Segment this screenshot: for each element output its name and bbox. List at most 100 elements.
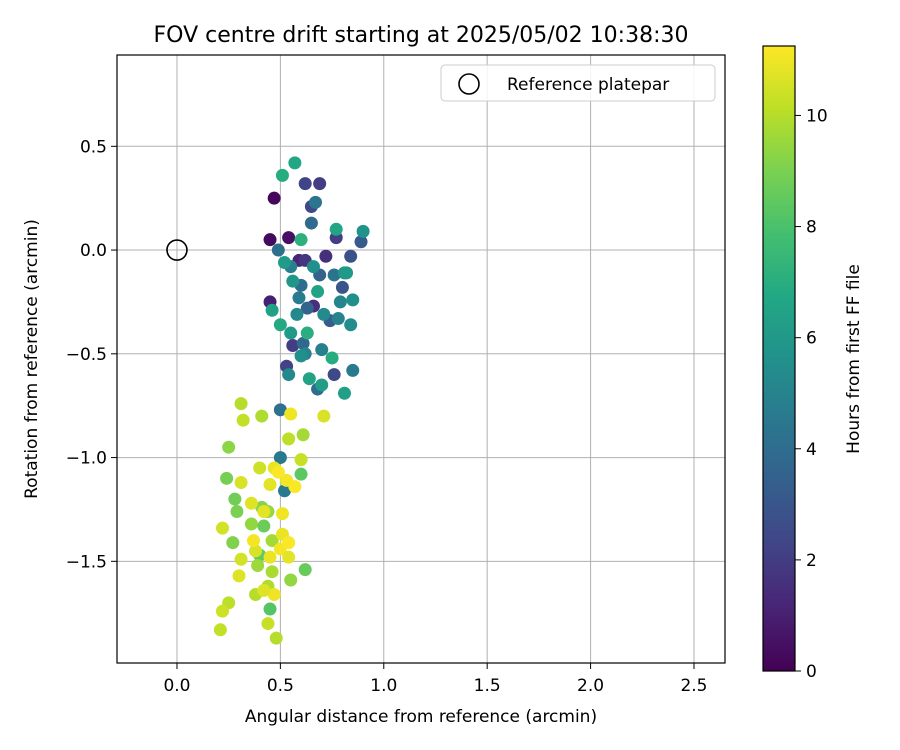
scatter-point: [344, 318, 358, 332]
x-axis-label: Angular distance from reference (arcmin): [245, 707, 597, 727]
x-tick-label: 1.5: [474, 676, 501, 696]
scatter-point: [253, 461, 267, 475]
scatter-point: [278, 256, 292, 270]
grid: [117, 55, 725, 663]
scatter-point: [263, 233, 277, 247]
scatter-point: [315, 378, 329, 392]
x-tick-label: 0.0: [163, 676, 190, 696]
scatter-point: [236, 413, 250, 427]
scatter-point: [215, 521, 229, 535]
scatter-point: [226, 536, 240, 550]
colorbar-tick-label: 0: [806, 662, 817, 682]
legend: Reference platepar: [440, 64, 716, 102]
scatter-point: [282, 550, 296, 564]
scatter-point: [246, 534, 260, 548]
scatter-point: [298, 563, 312, 577]
scatter-point: [269, 631, 283, 645]
scatter-point: [340, 266, 354, 280]
scatter-point: [282, 231, 296, 245]
scatter-point: [244, 496, 258, 510]
scatter-point: [244, 517, 258, 531]
scatter-point: [337, 386, 351, 400]
scatter-point: [282, 368, 296, 382]
colorbar-tick-label: 10: [806, 106, 828, 126]
scatter-point: [333, 295, 347, 309]
scatter-point: [311, 285, 325, 299]
plot-frame: [116, 54, 726, 664]
colorbar-tick-label: 4: [806, 440, 817, 460]
scatter-point: [327, 268, 341, 282]
scatter-point: [282, 432, 296, 446]
scatter-point: [263, 478, 277, 492]
scatter-point: [325, 351, 339, 365]
scatter-point: [213, 623, 227, 637]
scatter-point: [292, 291, 306, 305]
chart-title: FOV centre drift starting at 2025/05/02 …: [154, 23, 689, 48]
scatter-point: [222, 440, 236, 454]
scatter-point: [251, 558, 265, 572]
scatter-point: [298, 177, 312, 191]
scatter-point: [234, 397, 248, 411]
legend-marker: [458, 73, 480, 95]
y-axis-ticks: 0.5 0.0 −0.5 −1.0 −1.5: [66, 137, 117, 572]
scatter-point: [302, 372, 316, 386]
scatter-point: [294, 349, 308, 363]
colorbar-label: Hours from first FF file: [844, 264, 864, 454]
scatter-point: [300, 326, 314, 340]
scatter-point: [294, 467, 308, 481]
scatter-point: [313, 177, 327, 191]
x-tick-label: 2.5: [680, 676, 707, 696]
scatter-point: [265, 303, 279, 317]
x-tick-label: 0.5: [267, 676, 294, 696]
y-tick-label: −0.5: [66, 345, 107, 365]
scatter-point: [234, 475, 248, 489]
colorbar-tick-label: 2: [806, 551, 817, 571]
scatter-point: [315, 343, 329, 357]
scatter-point: [263, 602, 277, 616]
scatter-point: [267, 588, 281, 602]
scatter-point: [294, 453, 308, 467]
scatter-point: [309, 195, 323, 209]
scatter-point: [286, 339, 300, 353]
x-tick-label: 1.0: [370, 676, 397, 696]
scatter-point: [282, 536, 296, 550]
scatter-point: [327, 368, 341, 382]
scatter-point: [294, 233, 308, 247]
scatter-point: [273, 451, 287, 465]
scatter-point: [331, 312, 345, 326]
legend-entry-reference: Reference platepar: [507, 75, 669, 95]
scatter-point: [257, 505, 271, 519]
scatter-point: [317, 409, 331, 423]
colorbar-gradient: [762, 45, 796, 672]
scatter-point: [354, 235, 368, 249]
scatter-point: [356, 224, 370, 238]
scatter-point: [288, 156, 302, 170]
scatter-point: [275, 507, 289, 521]
scatter-point: [306, 260, 320, 274]
x-tick-label: 2.0: [577, 676, 604, 696]
colorbar: 0 2 4 6 8 10 Hours from first FF file: [762, 45, 864, 682]
scatter-point: [234, 552, 248, 566]
colorbar-ticks: 0 2 4 6 8 10: [795, 106, 828, 682]
scatter-point: [271, 465, 285, 479]
scatter-point: [265, 534, 279, 548]
scatter-point: [220, 471, 234, 485]
scatter-point: [300, 301, 314, 315]
colorbar-tick-label: 8: [806, 218, 817, 238]
scatter-point: [296, 428, 310, 442]
scatter-point: [255, 409, 269, 423]
scatter-point: [284, 407, 298, 421]
scatter-point: [257, 583, 271, 597]
y-axis-label: Rotation from reference (arcmin): [22, 219, 42, 499]
x-axis-ticks: 0.0 0.5 1.0 1.5 2.0 2.5: [163, 663, 708, 696]
scatter-point: [344, 249, 358, 263]
scatter-point: [329, 222, 343, 236]
colorbar-tick-label: 6: [806, 329, 817, 349]
scatter-point: [296, 336, 310, 350]
scatter-point: [346, 363, 360, 377]
scatter-point: [249, 544, 263, 558]
scatter-point: [273, 318, 287, 332]
scatter-point: [319, 249, 333, 263]
scatter-point: [284, 326, 298, 340]
